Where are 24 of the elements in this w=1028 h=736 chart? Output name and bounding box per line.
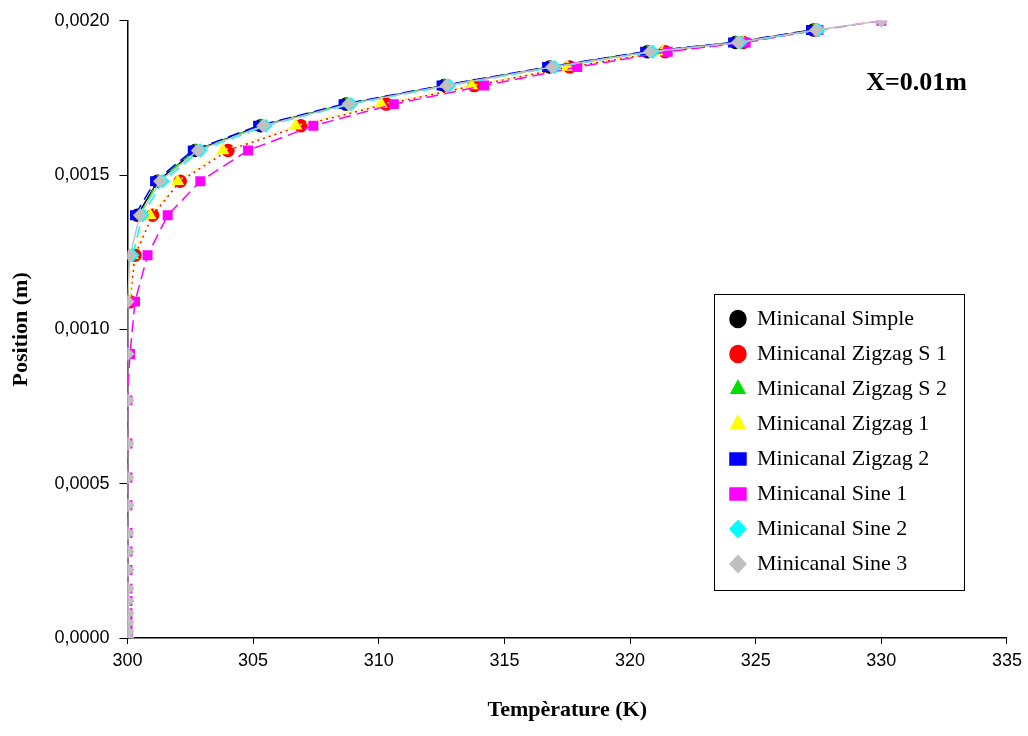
annotation: X=0.01m	[866, 66, 968, 96]
x-axis-title: Tempèrature (K)	[487, 696, 647, 722]
legend-label: Minicanal Simple	[756, 304, 915, 330]
x-tick-label: 315	[489, 649, 520, 670]
x-tick-label: 310	[363, 649, 394, 670]
y-tick-label: 0,0015	[54, 164, 110, 185]
y-tick-label: 0,0020	[54, 9, 110, 30]
y-axis-title: Position (m)	[6, 272, 32, 387]
legend-label: Minicanal Sine 2	[756, 514, 908, 540]
x-tick-label: 300	[112, 649, 143, 670]
x-tick-label: 305	[238, 649, 269, 670]
y-tick-label: 0,0010	[54, 318, 110, 339]
legend-label: Minicanal Sine 3	[756, 549, 908, 575]
x-tick-label: 330	[866, 649, 897, 670]
legend-label: Minicanal Zigzag 2	[756, 444, 930, 470]
x-tick-label: 335	[991, 649, 1023, 670]
y-tick-label: 0,0000	[54, 626, 110, 647]
y-tick-label: 0,0005	[54, 472, 110, 493]
legend-label: Minicanal Sine 1	[756, 479, 908, 505]
legend-label: Minicanal Zigzag S 2	[756, 374, 947, 400]
legend-label: Minicanal Zigzag S 1	[756, 339, 947, 365]
x-tick-label: 320	[615, 649, 646, 670]
x-tick-label: 325	[740, 649, 771, 670]
legend-label: Minicanal Zigzag 1	[756, 409, 930, 435]
